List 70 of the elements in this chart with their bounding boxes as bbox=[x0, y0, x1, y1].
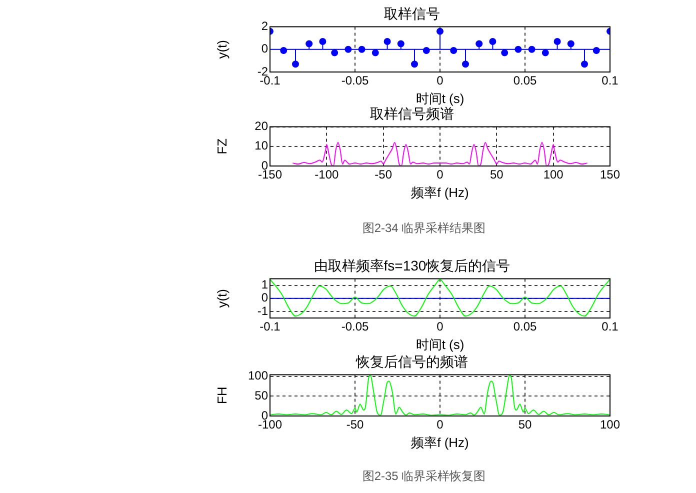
x-tick-label: -100 bbox=[314, 168, 339, 182]
y-tick-label: 2 bbox=[261, 19, 268, 34]
chart-title: 取样信号 bbox=[384, 5, 440, 22]
y-tick-label: 100 bbox=[248, 368, 268, 383]
x-axis-title: 频率f (Hz) bbox=[411, 434, 469, 450]
chart-title: 恢复后信号的频谱 bbox=[355, 353, 468, 370]
y-axis-title: FH bbox=[214, 386, 230, 404]
line-series bbox=[270, 374, 610, 416]
point bbox=[280, 47, 288, 54]
x-tick-label: 50 bbox=[518, 418, 532, 432]
point bbox=[476, 40, 483, 48]
y-tick-label: -1 bbox=[257, 304, 268, 318]
x-tick-label: 0 bbox=[436, 168, 444, 182]
y-tick-label: 0 bbox=[261, 42, 268, 56]
y-tick-label: 50 bbox=[254, 388, 268, 403]
point bbox=[372, 49, 379, 56]
y-axis-title: y(t) bbox=[214, 289, 230, 308]
x-tick-label: -0.05 bbox=[341, 320, 369, 334]
y-tick-label: 0 bbox=[261, 290, 268, 305]
x-tick-label: 0.1 bbox=[602, 320, 619, 334]
point bbox=[554, 38, 561, 45]
y-tick-label: 1 bbox=[261, 278, 268, 292]
x-tick-label: 150 bbox=[600, 168, 620, 182]
x-tick-label: 0.1 bbox=[602, 74, 619, 88]
point bbox=[567, 40, 574, 48]
chart-title: 由取样频率fs=130恢复后的信号 bbox=[314, 257, 510, 274]
point bbox=[292, 60, 299, 68]
point bbox=[581, 60, 588, 68]
point bbox=[501, 49, 508, 56]
x-tick-label: 100 bbox=[543, 168, 564, 182]
x-axis-title: 频率f (Hz) bbox=[411, 184, 469, 200]
y-tick-label: 10 bbox=[254, 138, 268, 153]
x-tick-label: 100 bbox=[600, 418, 620, 432]
point bbox=[542, 49, 549, 56]
point bbox=[528, 46, 536, 53]
point bbox=[331, 49, 338, 56]
x-axis-title: 时间t (s) bbox=[416, 90, 464, 106]
point bbox=[514, 46, 522, 53]
x-tick-label: 0 bbox=[436, 74, 444, 88]
x-tick-label: 50 bbox=[490, 168, 504, 182]
x-tick-label: 0.05 bbox=[513, 74, 537, 88]
point bbox=[489, 38, 496, 45]
point bbox=[411, 60, 418, 68]
caption: 图2-35 临界采样恢复图 bbox=[361, 468, 487, 485]
point bbox=[397, 40, 404, 48]
point bbox=[384, 38, 391, 45]
caption: 图2-34 临界采样结果图 bbox=[361, 220, 487, 237]
line-series bbox=[292, 142, 588, 166]
chart-title: 取样信号频谱 bbox=[370, 105, 454, 122]
point bbox=[358, 46, 366, 53]
point bbox=[462, 60, 469, 68]
point bbox=[436, 28, 444, 35]
x-axis-title: 时间t (s) bbox=[416, 336, 464, 352]
point bbox=[450, 47, 458, 54]
line-series bbox=[270, 278, 610, 317]
point bbox=[306, 40, 313, 48]
x-tick-label: -50 bbox=[374, 168, 392, 182]
point bbox=[319, 38, 326, 45]
x-tick-label: 0 bbox=[436, 418, 444, 432]
x-tick-label: 0.05 bbox=[513, 320, 537, 334]
x-tick-label: -50 bbox=[346, 418, 364, 432]
point bbox=[344, 46, 352, 53]
point bbox=[592, 47, 600, 54]
x-tick-label: 0 bbox=[436, 320, 444, 334]
point bbox=[422, 47, 430, 54]
x-tick-label: -0.1 bbox=[260, 320, 281, 334]
y-tick-label: 20 bbox=[254, 119, 268, 134]
x-tick-label: -0.05 bbox=[341, 74, 369, 88]
y-axis-title: y(t) bbox=[214, 40, 230, 59]
y-axis-title: FZ bbox=[214, 138, 230, 154]
